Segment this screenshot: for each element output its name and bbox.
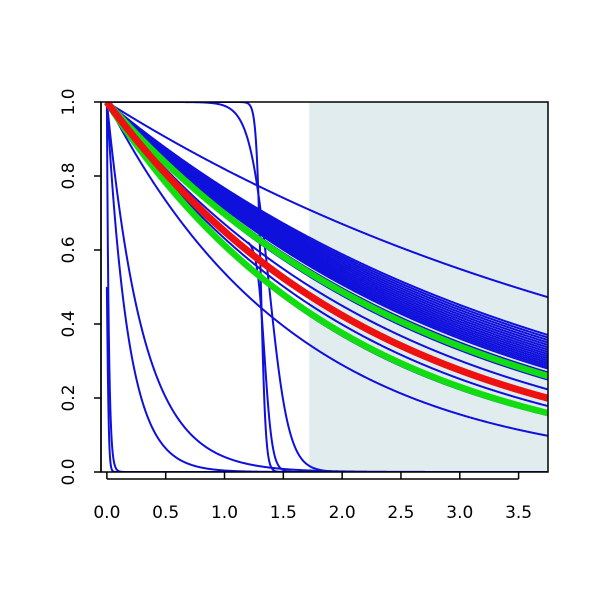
x-tick-label-7: 3.5 [505,503,532,523]
red-curve-35 [103,102,548,402]
x-tick-label-6: 3.0 [446,503,473,523]
y-tick-label-2: 0.4 [59,310,79,337]
blue-curve-20 [106,102,548,391]
blue-curve-22 [106,102,548,408]
x-tick-label-4: 2.0 [329,503,356,523]
blue-curve-0 [106,102,548,299]
x-axis: 0.0 0.5 1.0 1.5 2.0 2.5 3.0 3.5 [93,472,532,523]
x-tick-label-5: 2.5 [387,503,414,523]
y-tick-label-3: 0.6 [59,236,79,263]
x-tick-label-0: 0.0 [93,503,120,523]
x-tick-label-1: 0.5 [152,503,179,523]
green-curve-34 [104,102,548,417]
y-tick-label-1: 0.2 [59,384,79,411]
y-axis: 0.0 0.2 0.4 0.6 0.8 1.0 [59,88,102,486]
y-tick-label-0: 0.0 [59,458,79,485]
x-tick-label-3: 1.5 [270,503,297,523]
blue-curve-24 [105,102,548,437]
x-tick-label-2: 1.0 [211,503,238,523]
green-curve-32 [104,102,548,380]
y-tick-label-5: 1.0 [59,88,79,115]
y-tick-label-4: 0.8 [59,162,79,189]
